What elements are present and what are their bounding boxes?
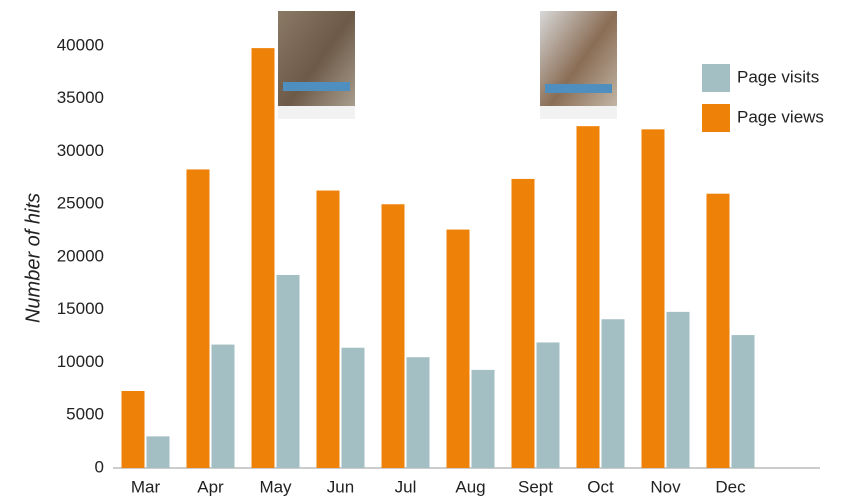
report-thumbnail (540, 11, 617, 119)
y-tick-label: 30000 (57, 141, 104, 160)
bar (577, 126, 600, 468)
y-tick-label: 25000 (57, 194, 104, 213)
x-tick-label: Aug (455, 477, 485, 496)
bar (642, 129, 665, 468)
bar (602, 319, 625, 468)
bar (122, 391, 145, 468)
bar (732, 335, 755, 468)
legend-swatch (702, 64, 730, 92)
y-tick-label: 35000 (57, 88, 104, 107)
bar (212, 345, 235, 468)
x-tick-label: Sept (518, 477, 553, 496)
x-tick-label: Jun (327, 477, 354, 496)
y-tick-label: 0 (95, 457, 104, 476)
bar (407, 357, 430, 468)
y-tick-label: 10000 (57, 352, 104, 371)
legend-swatch (702, 104, 730, 132)
bar (277, 275, 300, 468)
chart: Number of hits 0 5000 10000 15000 20000 25000… (0, 0, 850, 499)
bar (252, 48, 275, 468)
bar (447, 230, 470, 468)
x-tick-label: Nov (650, 477, 681, 496)
bar (537, 342, 560, 468)
bar (667, 312, 690, 468)
bar (707, 194, 730, 468)
y-tick-label: 40000 (57, 35, 104, 54)
y-tick-label: 15000 (57, 299, 104, 318)
x-tick-label: Apr (197, 477, 224, 496)
x-tick-label: Dec (715, 477, 746, 496)
bar (317, 191, 340, 468)
bar (382, 204, 405, 468)
bar (187, 169, 210, 468)
x-tick-label: Oct (587, 477, 614, 496)
bar (512, 179, 535, 468)
y-tick-label: 20000 (57, 246, 104, 265)
report-thumbnail (278, 11, 355, 119)
bar (342, 348, 365, 468)
bar (147, 436, 170, 468)
legend-label: Page visits (737, 67, 819, 86)
y-tick-label: 5000 (66, 405, 104, 424)
x-tick-label: May (259, 477, 292, 496)
x-tick-label: Jul (395, 477, 417, 496)
legend-label: Page views (737, 107, 824, 126)
y-axis-label: Number of hits (22, 193, 44, 323)
x-tick-label: Mar (131, 477, 161, 496)
bar (472, 370, 495, 468)
